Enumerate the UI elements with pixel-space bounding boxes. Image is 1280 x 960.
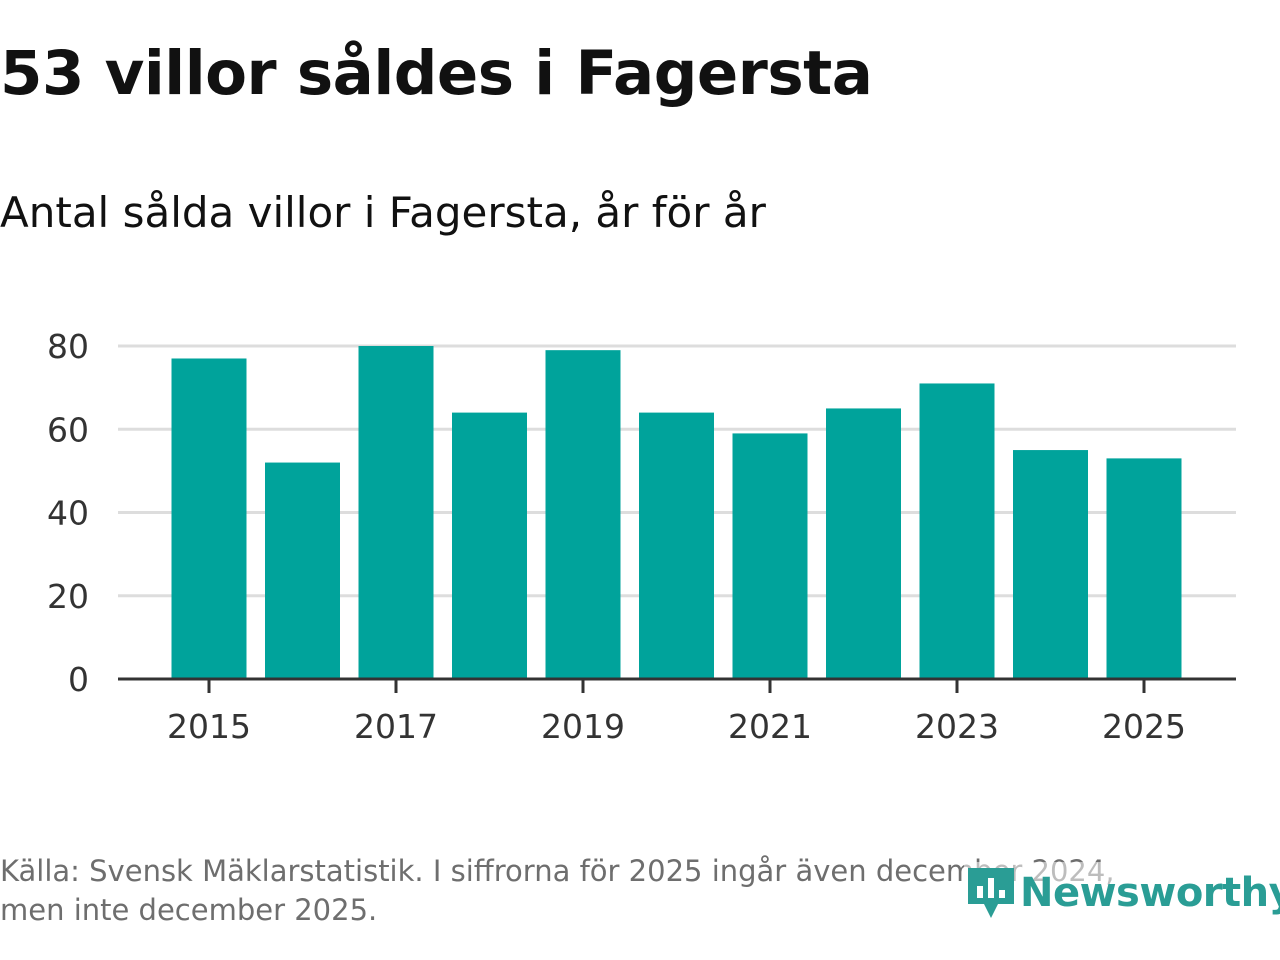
y-tick-label: 80 (47, 327, 89, 366)
newsworthy-logo: Newsworthy (964, 862, 1280, 924)
bar (919, 383, 995, 679)
bar (452, 412, 527, 679)
bar (545, 350, 621, 679)
bar (826, 408, 901, 679)
chart-subtitle: Antal sålda villor i Fagersta, år för år (0, 188, 766, 237)
y-tick-label: 40 (47, 494, 89, 533)
source-note: Källa: Svensk Mäklarstatistik. I siffror… (0, 852, 1230, 930)
y-tick-label: 0 (68, 660, 89, 699)
bar (265, 462, 340, 679)
x-tick-label: 2017 (354, 707, 438, 746)
x-tick-label: 2025 (1102, 707, 1186, 746)
x-tick-label: 2019 (541, 707, 625, 746)
bar (639, 412, 714, 679)
x-tick-label: 2021 (728, 707, 812, 746)
bar (358, 346, 434, 679)
source-line-1: Källa: Svensk Mäklarstatistik. I siffror… (0, 854, 1115, 888)
x-tick-label: 2015 (167, 707, 251, 746)
bar (171, 358, 247, 679)
y-tick-label: 60 (47, 410, 89, 449)
logo-text: Newsworthy (1020, 870, 1280, 916)
y-tick-label: 20 (47, 577, 89, 616)
bar (1013, 450, 1088, 679)
page-title: 53 villor såldes i Fagersta (0, 38, 873, 109)
source-line-2: men inte december 2025. (0, 893, 378, 927)
newsworthy-chart-icon (968, 868, 1014, 918)
x-tick-label: 2023 (915, 707, 999, 746)
bar (1106, 458, 1182, 679)
bar (732, 433, 808, 679)
